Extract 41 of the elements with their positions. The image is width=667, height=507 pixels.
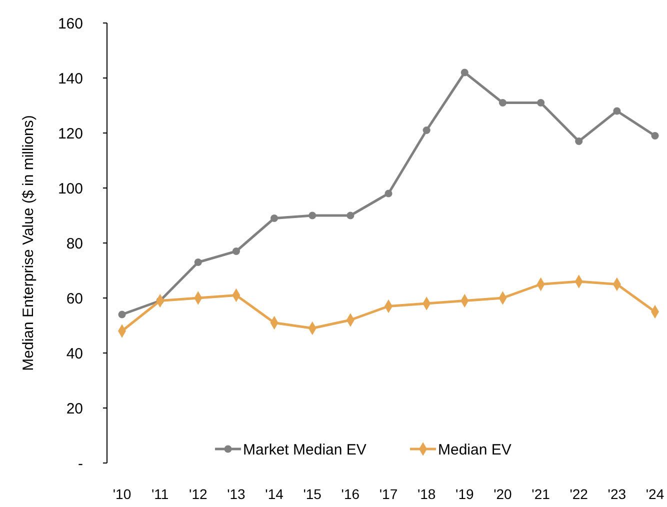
x-tick-label: '10 — [112, 486, 132, 502]
y-tick-label: 60 — [66, 290, 83, 308]
point — [460, 68, 468, 76]
x-tick-label: '17 — [379, 486, 398, 502]
point — [651, 132, 659, 140]
point — [422, 126, 430, 134]
legend-label: Market Median EV — [243, 441, 366, 458]
y-tick-label: 40 — [66, 345, 83, 362]
x-tick-label: '20 — [494, 486, 512, 502]
x-tick-label: '22 — [570, 486, 588, 502]
x-tick-label: '11 — [151, 486, 169, 502]
point — [232, 247, 240, 256]
x-tick-label: '24 — [646, 486, 664, 502]
y-tick-label: 20 — [66, 400, 83, 418]
y-tick-label: 80 — [66, 235, 83, 252]
legend-label: Median EV — [438, 441, 512, 458]
point — [498, 98, 506, 107]
point — [194, 258, 202, 266]
y-tick-label: 140 — [58, 70, 83, 88]
x-tick-label: '19 — [456, 486, 474, 502]
point — [346, 212, 354, 220]
point — [270, 214, 278, 222]
y-tick-label: - — [78, 455, 83, 472]
x-tick-label: '16 — [341, 486, 360, 502]
y-tick-label: 120 — [58, 125, 83, 142]
point — [118, 310, 126, 318]
point — [613, 107, 621, 115]
x-tick-label: '12 — [189, 486, 208, 502]
x-tick-label: '14 — [265, 486, 284, 502]
x-tick-label: '13 — [227, 486, 246, 502]
x-tick-label: '23 — [608, 486, 626, 502]
y-tick-label: 100 — [58, 180, 83, 198]
point — [537, 98, 545, 107]
point — [575, 137, 583, 146]
y-axis-title: Median Enterprise Value ($ in millions) — [20, 115, 37, 371]
x-tick-label: '21 — [532, 486, 550, 502]
x-tick-label: '18 — [417, 486, 436, 502]
point — [308, 212, 316, 220]
point — [384, 190, 392, 198]
x-tick-label: '15 — [303, 486, 322, 502]
y-tick-label: 160 — [58, 15, 83, 32]
